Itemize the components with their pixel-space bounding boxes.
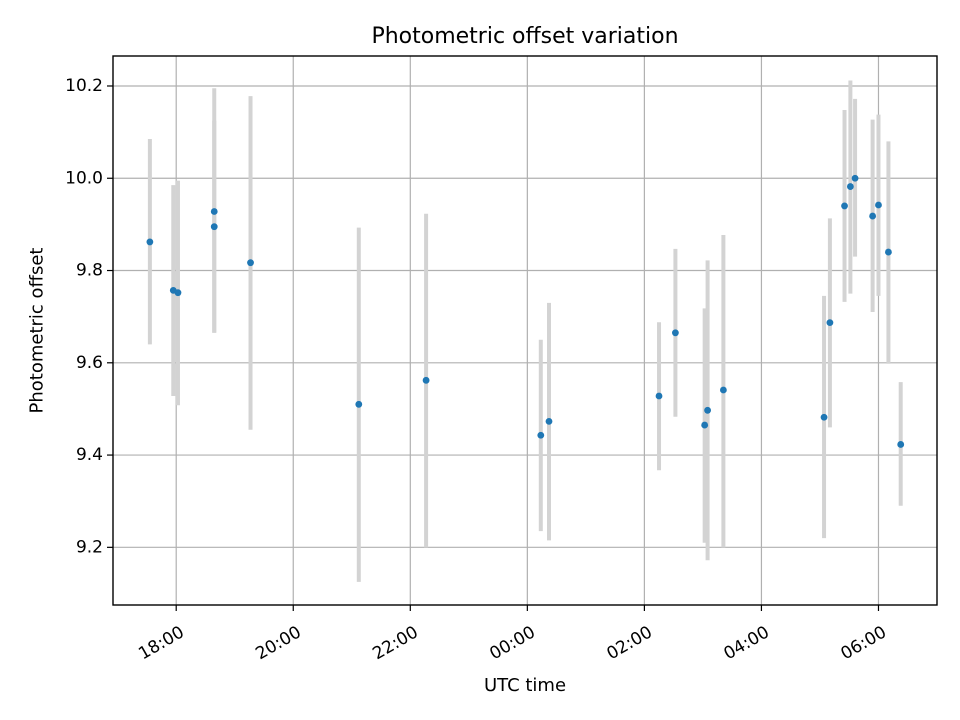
data-point	[655, 392, 663, 400]
y-tick-label: 9.2	[76, 537, 103, 557]
x-tick-label: 20:00	[252, 622, 304, 664]
y-tick-label: 9.8	[76, 261, 103, 281]
chart-title: Photometric offset variation	[371, 24, 678, 49]
x-tick-label: 06:00	[838, 622, 890, 664]
x-axis-label: UTC time	[484, 675, 566, 696]
data-point	[537, 431, 545, 439]
data-point	[826, 319, 834, 327]
data-point	[869, 212, 877, 220]
x-tick-label: 04:00	[720, 622, 772, 664]
plot-frame	[112, 55, 938, 606]
x-tick-label: 02:00	[603, 622, 655, 664]
data-point	[897, 441, 905, 448]
y-tick-label: 9.4	[76, 445, 103, 465]
data-point	[247, 259, 254, 267]
grid-layer	[113, 56, 937, 605]
x-tick-label: 22:00	[369, 622, 421, 664]
data-point	[701, 421, 709, 429]
data-point	[422, 376, 430, 384]
y-tick-label: 10.2	[65, 76, 103, 96]
data-point	[704, 406, 711, 414]
data-point	[545, 417, 553, 425]
data-point	[885, 248, 892, 256]
data-point	[846, 183, 854, 190]
x-axis: 18:00 20:00 22:00 00:00 02:00 04:00 06:00	[135, 605, 890, 664]
x-tick-label: 18:00	[135, 622, 187, 664]
data-point	[851, 174, 859, 182]
data-point	[719, 386, 727, 394]
data-point	[875, 201, 882, 209]
data-point	[146, 238, 154, 246]
y-tick-label: 10.0	[65, 168, 103, 188]
data-point	[210, 223, 218, 231]
data-point	[841, 202, 848, 210]
x-tick-label: 00:00	[486, 622, 538, 664]
data-point	[820, 413, 828, 421]
y-tick-label: 9.6	[76, 353, 103, 373]
y-axis: 9.2 9.4 9.6 9.8 10.0 10.2	[65, 76, 113, 557]
data-point	[174, 289, 182, 297]
y-axis-label: Photometric offset	[27, 248, 48, 414]
error-bar-layer	[147, 80, 903, 582]
data-point	[672, 329, 679, 337]
data-point-layer	[146, 174, 905, 448]
data-point	[355, 400, 363, 408]
data-point	[210, 208, 218, 215]
